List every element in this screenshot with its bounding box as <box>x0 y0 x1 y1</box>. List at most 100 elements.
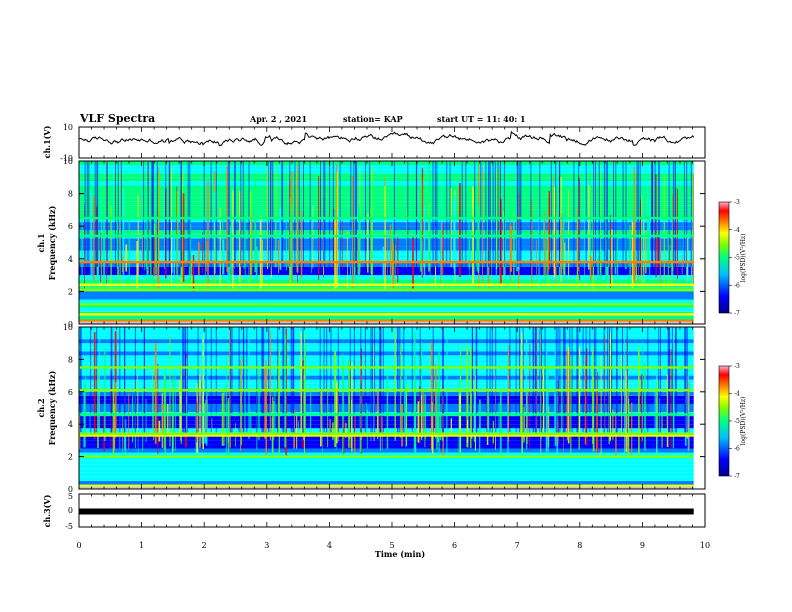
ch1-cb-tick-label: -7 <box>734 310 740 317</box>
sferic-streak <box>157 363 159 455</box>
sferic-streak <box>499 389 502 455</box>
sferic-streak <box>473 202 475 276</box>
sferic-streak <box>348 360 349 448</box>
sferic-streak <box>450 418 452 436</box>
quiet-streak <box>593 161 595 267</box>
sferic-streak <box>171 234 173 273</box>
quiet-streak <box>289 161 291 267</box>
sferic-streak <box>561 212 563 270</box>
quiet-streak <box>491 327 493 433</box>
quiet-streak <box>228 161 230 267</box>
sferic-streak <box>633 214 635 281</box>
sferic-streak <box>644 362 646 451</box>
spec-row <box>79 359 694 364</box>
sferic-streak <box>499 161 501 290</box>
sferic-streak <box>269 330 271 441</box>
emission-band <box>79 413 694 416</box>
quiet-streak <box>242 161 244 267</box>
quiet-streak <box>519 327 521 433</box>
ch2-colorbar: log(PSD)(V²/Hz) <box>718 365 747 477</box>
sferic-streak <box>570 356 572 454</box>
spec-row <box>79 464 694 469</box>
sferic-streak <box>298 421 299 436</box>
sferic-streak <box>347 231 348 289</box>
sferic-streak <box>510 225 512 272</box>
sferic-streak <box>103 213 105 283</box>
quiet-streak <box>332 161 334 267</box>
sferic-streak <box>518 230 520 270</box>
sferic-streak <box>625 370 627 452</box>
quiet-streak <box>169 161 171 267</box>
quiet-streak <box>539 161 541 267</box>
quiet-streak <box>607 327 609 433</box>
sferic-streak <box>79 412 81 449</box>
quiet-streak <box>576 327 578 433</box>
sferic-streak <box>232 189 234 290</box>
emission-band <box>79 432 694 436</box>
sferic-streak <box>334 350 336 447</box>
spec-row <box>79 355 694 360</box>
sferic-streak <box>361 348 363 439</box>
quiet-streak <box>302 327 304 433</box>
quiet-streak <box>668 327 670 433</box>
quiet-streak <box>636 161 638 267</box>
sferic-streak <box>544 211 546 276</box>
sferic-streak <box>641 195 643 289</box>
sferic-streak <box>91 256 93 285</box>
sferic-streak <box>477 205 480 273</box>
quiet-streak <box>272 161 274 267</box>
quiet-streak <box>134 327 136 433</box>
emission-band <box>79 434 694 437</box>
sferic-streak <box>191 258 193 283</box>
sferic-streak <box>482 167 483 286</box>
sferic-streak <box>560 177 562 282</box>
quiet-streak <box>215 327 217 433</box>
ch1-spec-ytick: 10 <box>63 157 73 166</box>
sferic-streak <box>286 162 287 271</box>
spec-row <box>79 209 694 214</box>
quiet-streak <box>403 327 405 433</box>
ch1-spec-ytick: 4 <box>68 255 73 264</box>
ch1-spec-cells <box>79 161 694 324</box>
ch1-spec-ylabel-line2: Frequency (kHz) <box>47 205 57 280</box>
sferic-streak <box>278 240 280 273</box>
quiet-streak <box>156 161 158 267</box>
quiet-streak <box>96 161 98 267</box>
quiet-streak <box>281 161 283 267</box>
quiet-streak <box>270 161 272 267</box>
quiet-streak <box>263 327 265 433</box>
sferic-streak <box>491 166 493 286</box>
quiet-streak <box>147 161 149 267</box>
emission-band <box>79 313 694 316</box>
quiet-streak <box>486 327 488 433</box>
spec-row <box>79 246 694 251</box>
sferic-streak <box>214 225 216 285</box>
quiet-streak <box>461 161 463 267</box>
sferic-streak <box>646 164 648 268</box>
quiet-streak <box>294 161 296 267</box>
quiet-streak <box>603 161 605 267</box>
quiet-streak <box>320 161 321 267</box>
ch1-spec-ylabel-line1: ch.1 <box>36 233 46 252</box>
quiet-streak <box>685 327 687 433</box>
ch2-spec-ytick: 0 <box>68 485 73 494</box>
quiet-streak <box>522 327 524 433</box>
spec-row <box>79 275 694 280</box>
ch2-spec-ytick: 2 <box>68 453 73 462</box>
sferic-streak <box>521 405 524 453</box>
sferic-streak <box>296 167 298 273</box>
quiet-streak <box>393 161 395 267</box>
quiet-streak <box>397 327 399 433</box>
quiet-streak <box>227 161 229 267</box>
quiet-streak <box>187 161 189 267</box>
spec-row <box>79 271 694 276</box>
sferic-streak <box>97 369 99 448</box>
ch2-spec-ytick: 6 <box>68 388 73 397</box>
sferic-streak <box>607 249 609 289</box>
sferic-streak <box>521 332 523 436</box>
quiet-streak <box>535 327 537 433</box>
sferic-streak <box>179 380 181 434</box>
quiet-streak <box>215 161 217 267</box>
ch2-cb-tick-label: -5 <box>734 418 740 425</box>
